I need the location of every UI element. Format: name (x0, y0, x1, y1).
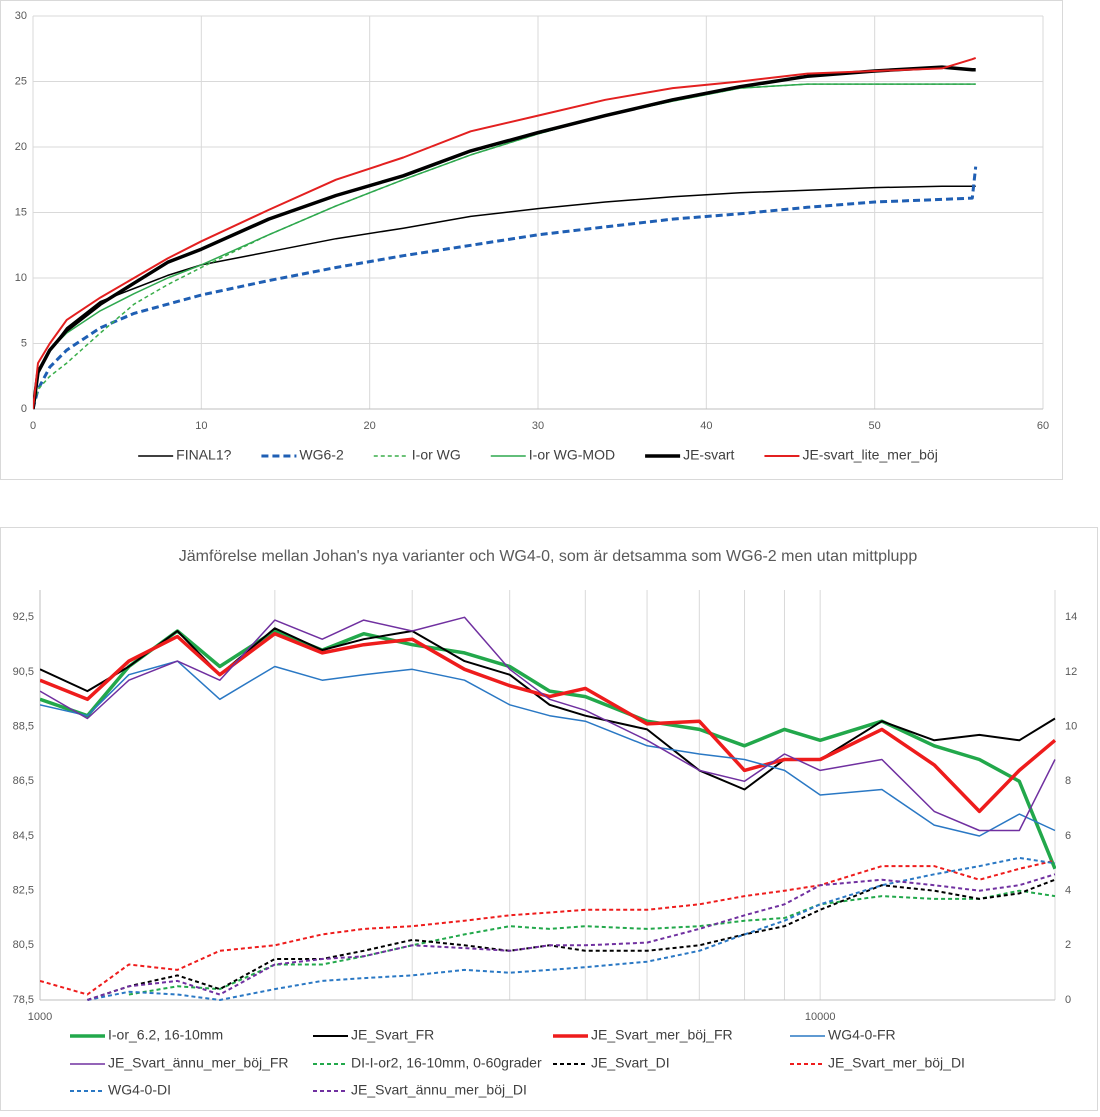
legend-label: FINAL1? (176, 447, 231, 463)
series-line (33, 83, 976, 410)
legend-label: WG6-2 (299, 447, 344, 463)
y-tick-label: 20 (15, 141, 27, 153)
series-line (87, 856, 1056, 1001)
legend-label: I-or_6.2, 16-10mm (108, 1027, 223, 1043)
y-tick-label: 90,5 (13, 666, 34, 678)
legend-label: JE_Svart_FR (351, 1027, 434, 1043)
y-tick-label: 0 (21, 403, 27, 415)
y-tick-label: 78,5 (13, 994, 34, 1006)
legend-label: JE-svart_lite_mer_böj (802, 447, 937, 463)
legend-label: WG4-0-FR (828, 1027, 896, 1043)
x-tick-label: 40 (700, 420, 712, 432)
y-tick-label: 82,5 (13, 885, 34, 897)
x-tick-label: 50 (869, 420, 881, 432)
x-tick-label: 10 (195, 420, 207, 432)
legend-label: JE-svart (683, 447, 734, 463)
series-line (33, 56, 977, 410)
x-tick-label: 10000 (805, 1011, 836, 1023)
y2-tick-label: 0 (1065, 994, 1071, 1006)
legend-label: JE_Svart_ännu_mer_böj_DI (351, 1082, 527, 1098)
chart-frame (0, 0, 1063, 480)
legend-label: JE_Svart_DI (591, 1055, 670, 1071)
x-tick-label: 0 (30, 420, 36, 432)
y-tick-label: 25 (15, 75, 27, 87)
legend-label: DI-I-or2, 16-10mm, 0-60grader (351, 1055, 542, 1071)
series-line (33, 166, 978, 410)
y2-tick-label: 14 (1065, 611, 1077, 623)
series-line (40, 859, 1056, 996)
x-tick-label: 1000 (28, 1011, 52, 1023)
y-tick-label: 5 (21, 337, 27, 349)
y-tick-label: 80,5 (13, 939, 34, 951)
y-tick-label: 10 (15, 272, 27, 284)
y-tick-label: 88,5 (13, 721, 34, 733)
y2-tick-label: 10 (1065, 721, 1077, 733)
y-tick-label: 30 (15, 10, 27, 22)
x-tick-label: 60 (1037, 420, 1049, 432)
series-line (87, 873, 1056, 1001)
x-tick-label: 30 (532, 420, 544, 432)
legend-label: JE_Svart_ännu_mer_böj_FR (108, 1055, 289, 1071)
y-tick-label: 92,5 (13, 611, 34, 623)
chart-title: Jämförelse mellan Johan's nya varianter … (179, 548, 918, 565)
series-line (128, 889, 1056, 996)
legend-label: I-or WG-MOD (529, 447, 615, 463)
series-line (33, 185, 976, 410)
series-line (87, 878, 1056, 1001)
y-tick-label: 86,5 (13, 775, 34, 787)
legend-label: I-or WG (412, 447, 461, 463)
y2-tick-label: 2 (1065, 939, 1071, 951)
legend-label: WG4-0-DI (108, 1082, 171, 1098)
series-line (40, 616, 1056, 832)
x-tick-label: 20 (364, 420, 376, 432)
y2-tick-label: 12 (1065, 666, 1077, 678)
legend-label: JE_Svart_mer_böj_DI (828, 1055, 965, 1071)
series-line (40, 660, 1056, 837)
y-tick-label: 84,5 (13, 830, 34, 842)
legend-label: JE_Svart_mer_böj_FR (591, 1027, 733, 1043)
y2-tick-label: 6 (1065, 830, 1071, 842)
chart-frame (0, 527, 1098, 1111)
y2-tick-label: 8 (1065, 775, 1071, 787)
y2-tick-label: 4 (1065, 885, 1071, 897)
y-tick-label: 15 (15, 206, 27, 218)
series-line (40, 631, 1056, 814)
series-line (40, 629, 1056, 870)
